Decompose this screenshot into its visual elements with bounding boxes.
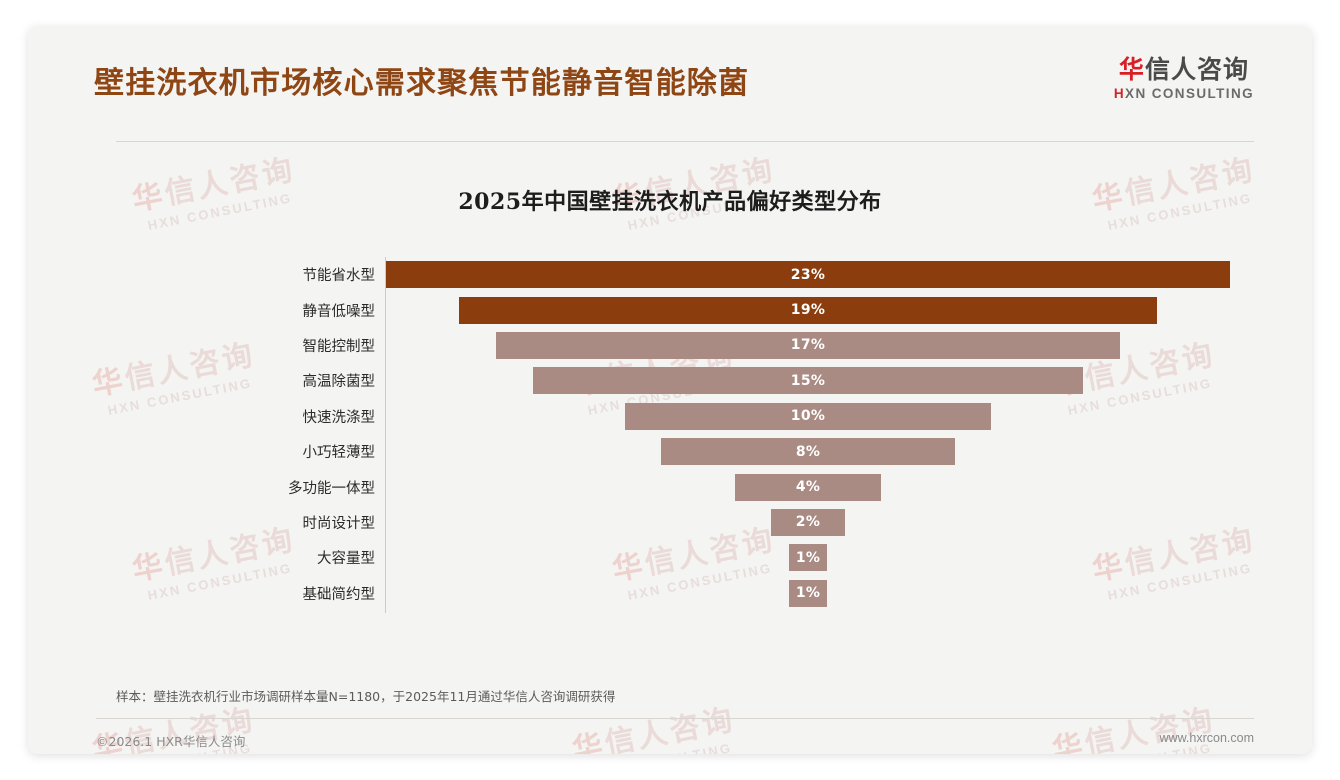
slide-footer: ©2026.1 HXR华信人咨询 www.hxrcon.com <box>28 725 1312 754</box>
bar-track: 4% <box>386 469 1230 504</box>
category-axis-line <box>385 257 386 613</box>
category-label: 高温除菌型 <box>302 374 376 391</box>
logo-en-rest: XN CONSULTING <box>1125 86 1254 102</box>
header-divider <box>116 141 1254 142</box>
source-note: 样本：壁挂洗衣机行业市场调研样本量N=1180，于2025年11月通过华信人咨询… <box>116 689 616 704</box>
bar-value-label: 10% <box>790 408 826 425</box>
logo-cn-red: 华 <box>1118 55 1145 84</box>
page-title: 壁挂洗衣机市场核心需求聚焦节能静音智能除菌 <box>94 66 750 101</box>
chart-row: 大容量型 1% <box>110 540 1230 575</box>
category-label: 快速洗涤型 <box>302 409 376 426</box>
category-label: 基础简约型 <box>302 586 376 603</box>
bar-value-label: 2% <box>795 514 821 531</box>
website-url[interactable]: www.hxrcon.com <box>1159 731 1254 745</box>
slide-header: 壁挂洗衣机市场核心需求聚焦节能静音智能除菌 华信人咨询 HXN CONSULTI… <box>28 26 1312 130</box>
company-logo: 华信人咨询 HXN CONSULTING <box>1114 55 1254 101</box>
logo-en-red: H <box>1113 86 1126 102</box>
bar[interactable]: 23% <box>386 261 1230 289</box>
slide: 华信人咨询 HXN CONSULTING 华信人咨询 HXN CONSULTING 华信… <box>28 26 1312 754</box>
bar-track: 10% <box>386 399 1230 434</box>
logo-cn-rest: 信人咨询 <box>1144 55 1249 84</box>
chart-row: 静音低噪型 19% <box>110 292 1230 327</box>
chart-row: 节能省水型 23% <box>110 257 1230 292</box>
category-label: 大容量型 <box>317 551 375 568</box>
chart-container: 2025年中国壁挂洗衣机产品偏好类型分布 节能省水型 23% 静音低噪型 19% 智能控… <box>28 154 1312 674</box>
bar[interactable]: 8% <box>661 438 955 466</box>
bar[interactable]: 1% <box>789 579 827 607</box>
category-label: 小巧轻薄型 <box>302 445 376 462</box>
chart-row: 高温除菌型 15% <box>110 363 1230 398</box>
bar-track: 1% <box>386 540 1230 575</box>
category-label: 多功能一体型 <box>288 480 375 497</box>
chart-rows: 节能省水型 23% 静音低噪型 19% 智能控制型 17% 高温除菌型 15% 快速洗涤型 10%… <box>110 257 1230 611</box>
bar[interactable]: 4% <box>734 473 882 501</box>
bar-track: 19% <box>386 292 1230 327</box>
category-label: 节能省水型 <box>302 268 376 285</box>
bar-track: 15% <box>386 363 1230 398</box>
bar-value-label: 19% <box>790 302 826 319</box>
bar-track: 23% <box>386 257 1230 292</box>
chart-title: 2025年中国壁挂洗衣机产品偏好类型分布 <box>458 189 882 215</box>
logo-english-text: HXN CONSULTING <box>1114 86 1254 101</box>
bar-value-label: 4% <box>795 479 821 496</box>
bar[interactable]: 15% <box>532 367 1084 395</box>
category-label: 智能控制型 <box>302 338 376 355</box>
copyright-text: ©2026.1 HXR华信人咨询 <box>96 734 246 749</box>
footer-divider <box>96 718 1254 719</box>
chart-row: 时尚设计型 2% <box>110 505 1230 540</box>
bar[interactable]: 1% <box>789 544 827 572</box>
bar-value-label: 1% <box>795 585 821 602</box>
chart-row: 基础简约型 1% <box>110 576 1230 611</box>
bar[interactable]: 17% <box>496 331 1120 359</box>
chart-row: 多功能一体型 4% <box>110 469 1230 504</box>
chart-row: 小巧轻薄型 8% <box>110 434 1230 469</box>
funnel-chart: 节能省水型 23% 静音低噪型 19% 智能控制型 17% 高温除菌型 15% 快速洗涤型 10%… <box>110 257 1230 619</box>
bar[interactable]: 2% <box>771 508 845 536</box>
bar[interactable]: 19% <box>459 296 1157 324</box>
chart-row: 快速洗涤型 10% <box>110 399 1230 434</box>
bar-track: 2% <box>386 505 1230 540</box>
bar-track: 1% <box>386 576 1230 611</box>
bar-value-label: 17% <box>790 337 826 354</box>
bar-track: 8% <box>386 434 1230 469</box>
bar[interactable]: 10% <box>624 402 992 430</box>
bar-value-label: 1% <box>795 549 821 566</box>
bar-value-label: 23% <box>790 266 826 283</box>
category-label: 时尚设计型 <box>302 515 376 532</box>
chart-row: 智能控制型 17% <box>110 328 1230 363</box>
bar-track: 17% <box>386 328 1230 363</box>
bar-value-label: 15% <box>790 372 826 389</box>
category-label: 静音低噪型 <box>302 303 376 320</box>
bar-value-label: 8% <box>795 443 821 460</box>
logo-chinese-text: 华信人咨询 <box>1114 55 1254 84</box>
